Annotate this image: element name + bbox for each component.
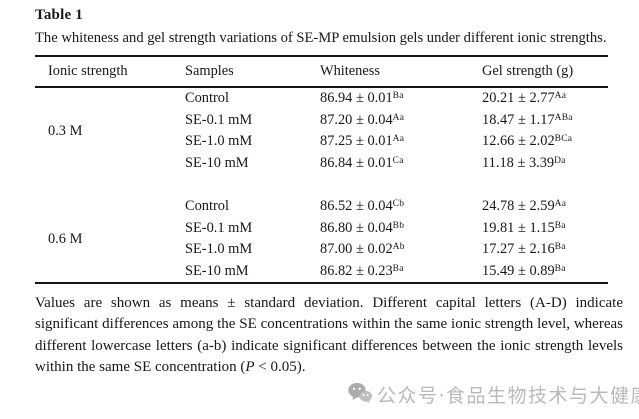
footnote-p-symbol: P [245,359,255,376]
sample-cell: SE-0.1 mM [185,219,253,236]
watermark: 公众号·食品生物技术与大健康 [348,381,639,408]
whiteness-superscript: Ab [392,242,405,253]
whiteness-cell: 87.25 ± 0.01Aa [320,133,405,150]
gel-strength-cell: 11.18 ± 3.39Da [482,154,566,171]
whiteness-superscript: Ba [392,263,404,274]
whiteness-cell: 86.84 ± 0.01Ca [320,154,404,171]
whiteness-cell: 86.80 ± 0.04Bb [320,219,405,236]
table-row: SE-1.0 mM 87.25 ± 0.01Aa 12.66 ± 2.02BCa [35,131,608,153]
sample-cell: SE-10 mM [185,262,249,279]
gel-superscript: Aa [554,91,567,102]
whiteness-cell: 87.20 ± 0.04Aa [320,111,405,128]
table-row: SE-10 mM 86.82 ± 0.23Ba 15.49 ± 0.89Ba [35,261,608,284]
whiteness-superscript: Aa [392,112,405,123]
sample-cell: SE-0.1 mM [185,111,253,128]
gel-strength-cell: 19.81 ± 1.15Ba [482,219,566,236]
ionic-strength-group-label: 0.3 M [48,122,83,139]
gel-superscript: BCa [554,134,573,145]
gel-superscript: Ba [554,263,566,274]
footnote-p-rest: < 0.05). [254,359,306,376]
table-row: SE-1.0 mM 87.00 ± 0.02Ab 17.27 ± 2.16Ba [35,239,608,261]
col-header-ionic-strength: Ionic strength [35,56,185,89]
gel-superscript: Aa [554,199,567,210]
whiteness-cell: 87.00 ± 0.02Ab [320,241,405,258]
gel-superscript: Ba [554,220,566,231]
ionic-strength-group-label: 0.6 M [48,230,83,247]
gel-superscript: ABa [554,112,573,123]
whiteness-superscript: Bb [392,220,405,231]
gel-strength-cell: 17.27 ± 2.16Ba [482,241,566,258]
sample-cell: Control [185,198,229,215]
whiteness-cell: 86.82 ± 0.23Ba [320,262,404,279]
gel-strength-cell: 12.66 ± 2.02BCa [482,133,573,150]
table-caption: The whiteness and gel strength variation… [35,30,607,46]
sample-cell: SE-1.0 mM [185,133,253,150]
gel-strength-cell: 18.47 ± 1.17ABa [482,111,573,128]
sample-cell: Control [185,90,229,107]
gel-superscript: Da [554,155,566,166]
table-label: Table 1 [35,7,83,23]
group-spacer [35,174,608,196]
whiteness-cell: 86.94 ± 0.01Ba [320,90,404,107]
gel-strength-cell: 24.78 ± 2.59Aa [482,198,567,215]
table-row: 0.3 M Control 86.94 ± 0.01Ba 20.21 ± 2.7… [35,87,608,138]
table-row: 0.6 M Control 86.52 ± 0.04Cb 24.78 ± 2.5… [35,196,608,246]
table-block: Table 1 The whiteness and gel strength v… [35,7,623,378]
gel-strength-cell: 20.21 ± 2.77Aa [482,90,567,107]
whiteness-cell: 86.52 ± 0.04Cb [320,198,405,215]
whiteness-superscript: Ca [392,155,404,166]
wechat-icon [348,382,372,408]
header-row: Ionic strength Samples Whiteness Gel str… [35,56,608,89]
sample-cell: SE-1.0 mM [185,241,253,258]
table-row: SE-0.1 mM 87.20 ± 0.04Aa 18.47 ± 1.17ABa [35,110,608,132]
col-header-samples: Samples [185,56,320,89]
col-header-gel-strength: Gel strength (g) [482,56,608,89]
data-table: Ionic strength Samples Whiteness Gel str… [35,55,608,285]
table-row: SE-10 mM 86.84 ± 0.01Ca 11.18 ± 3.39Da [35,153,608,175]
whiteness-superscript: Cb [392,199,405,210]
sample-cell: SE-10 mM [185,154,249,171]
whiteness-superscript: Aa [392,134,405,145]
whiteness-superscript: Ba [392,91,404,102]
table-row: SE-0.1 mM 86.80 ± 0.04Bb 19.81 ± 1.15Ba [35,218,608,240]
gel-strength-cell: 15.49 ± 0.89Ba [482,262,566,279]
col-header-whiteness: Whiteness [320,56,482,89]
gel-superscript: Ba [554,242,566,253]
table-footnote: Values are shown as means ± standard dev… [35,293,623,378]
footnote-body: Values are shown as means ± standard dev… [35,295,623,376]
watermark-text: 公众号·食品生物技术与大健康 [377,385,639,407]
